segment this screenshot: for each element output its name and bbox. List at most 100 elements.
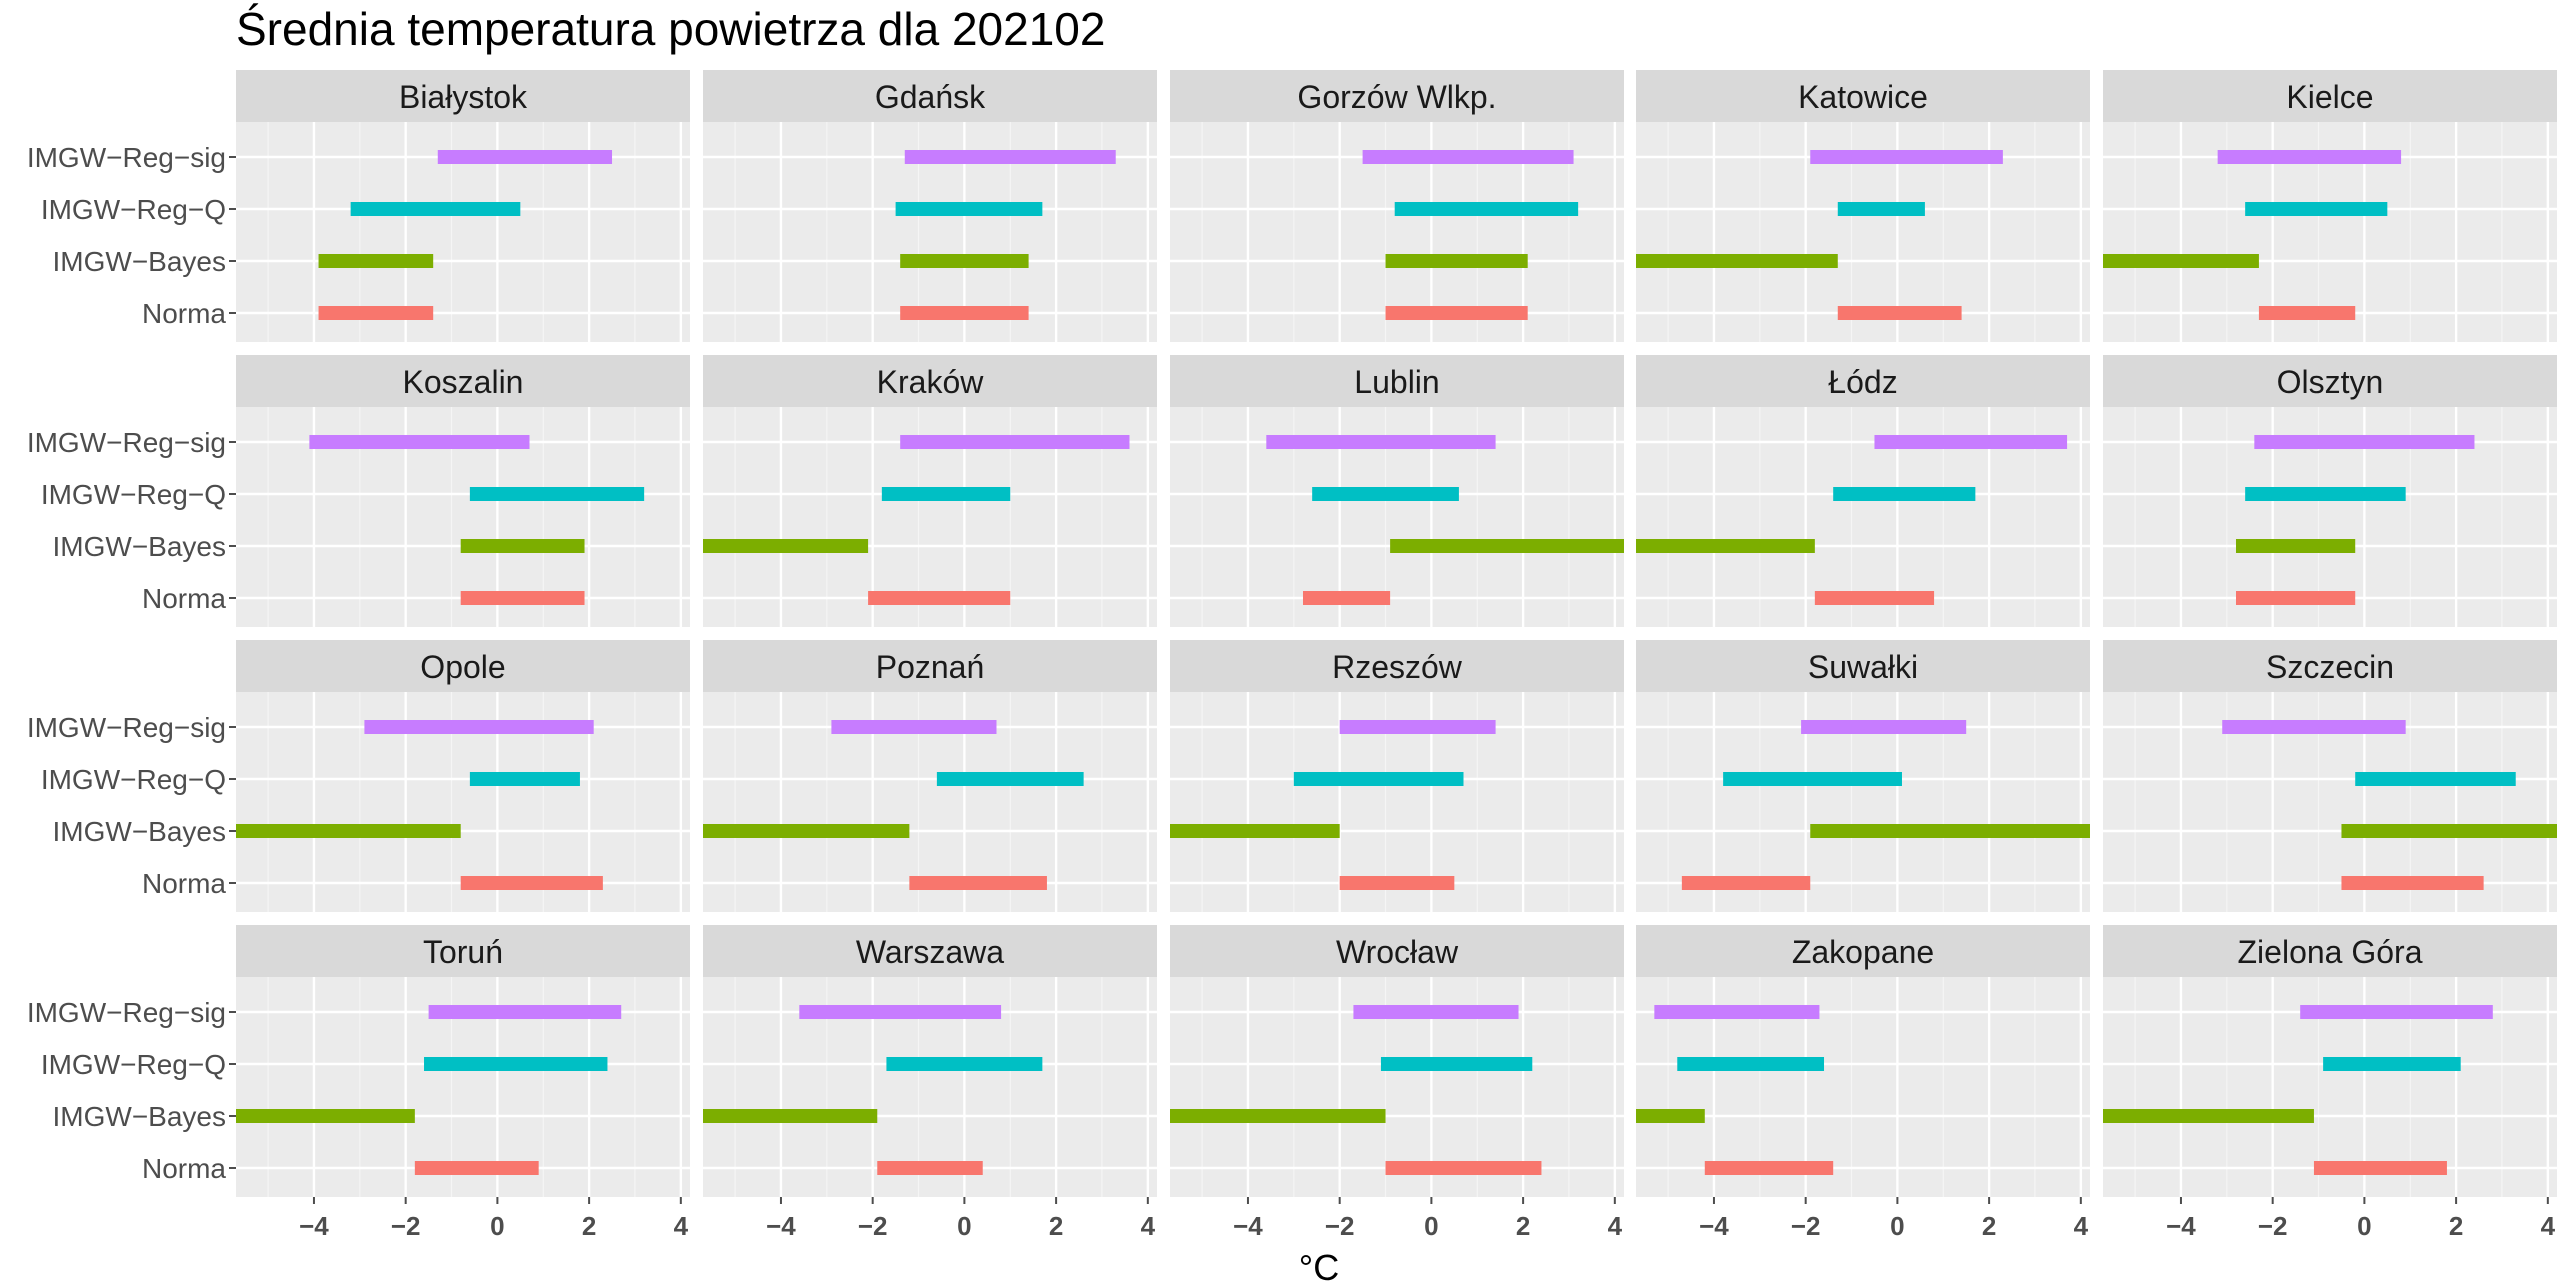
x-tick-label: 4	[1141, 1211, 1156, 1241]
x-tick-label: −2	[858, 1211, 888, 1241]
range-bar-zakopane-3	[1704, 1161, 1834, 1175]
range-bar-zielona-g-ra-3	[2313, 1161, 2447, 1175]
range-bar-gorz-w-wlkp--0	[1362, 150, 1574, 164]
y-tick-label: IMGW−Reg−Q	[41, 764, 226, 795]
x-tick-label: 2	[1049, 1211, 1063, 1241]
range-bar-opole-1	[469, 772, 580, 786]
x-tick-label: −4	[1699, 1211, 1729, 1241]
x-tick-label: 0	[490, 1211, 504, 1241]
range-bar-rzesz-w-3	[1339, 876, 1455, 890]
y-tick-label: IMGW−Reg−sig	[27, 142, 226, 173]
range-bar-olsztyn-3	[2235, 591, 2356, 605]
facet-label-gda-sk: Gdańsk	[875, 79, 986, 115]
facet-strip	[1170, 70, 1624, 122]
facet-strip	[703, 640, 1157, 692]
facet-label-krak-w: Kraków	[877, 364, 985, 400]
range-bar-warszawa-0	[799, 1005, 1002, 1019]
y-tick-label: Norma	[142, 868, 226, 899]
range-bar-katowice-2	[1636, 254, 1838, 268]
range-bar-lublin-2	[1390, 539, 1624, 553]
x-tick-label: −4	[1233, 1211, 1263, 1241]
range-bar-zielona-g-ra-2	[2103, 1109, 2314, 1123]
range-bar-zakopane-2	[1636, 1109, 1705, 1123]
facet-strip	[1636, 70, 2090, 122]
facet-strip	[703, 70, 1157, 122]
facet-strip	[2103, 925, 2557, 977]
range-bar-krak-w-0	[900, 435, 1130, 449]
range-bar-lublin-0	[1266, 435, 1496, 449]
range-bar-gorz-w-wlkp--1	[1394, 202, 1579, 216]
facet-strip	[236, 640, 690, 692]
range-bar-zakopane-1	[1677, 1057, 1825, 1071]
x-tick-label: 2	[2449, 1211, 2463, 1241]
range-bar-toru--0	[428, 1005, 622, 1019]
facet-label-toru-: Toruń	[423, 934, 503, 970]
range-bar-lublin-3	[1302, 591, 1391, 605]
facet-strip	[1170, 925, 1624, 977]
range-bar-rzesz-w-0	[1339, 720, 1496, 734]
range-bar-suwa-ki-0	[1801, 720, 1967, 734]
range-bar-olsztyn-2	[2235, 539, 2356, 553]
range-bar--dz-3	[1814, 591, 1935, 605]
facet-strip	[236, 70, 690, 122]
range-bar-szczecin-1	[2355, 772, 2516, 786]
facet-label-lublin: Lublin	[1354, 364, 1439, 400]
y-tick-label: IMGW−Bayes	[53, 1101, 226, 1132]
x-tick-label: 4	[674, 1211, 689, 1241]
range-bar--dz-0	[1874, 435, 2068, 449]
range-bar-katowice-3	[1837, 306, 1962, 320]
facet-strip	[1170, 640, 1624, 692]
facet-strip	[236, 355, 690, 407]
range-bar-katowice-0	[1810, 150, 2003, 164]
y-tick-label: Norma	[142, 1153, 226, 1184]
facet-label-opole: Opole	[420, 649, 505, 685]
facet-strip	[1636, 640, 2090, 692]
y-tick-label: IMGW−Reg−Q	[41, 1049, 226, 1080]
range-bar-zielona-g-ra-0	[2300, 1005, 2493, 1019]
range-bar-koszalin-1	[469, 487, 645, 501]
y-tick-label: IMGW−Reg−sig	[27, 712, 226, 743]
range-bar-gda-sk-2	[900, 254, 1029, 268]
x-tick-label: 4	[2074, 1211, 2089, 1241]
range-bar-pozna--0	[831, 720, 997, 734]
range-bar-bia-ystok-0	[437, 150, 613, 164]
x-tick-label: 0	[1424, 1211, 1438, 1241]
range-bar-suwa-ki-2	[1810, 824, 2090, 838]
range-bar-pozna--3	[909, 876, 1047, 890]
range-bar-bia-ystok-3	[318, 306, 434, 320]
range-bar-gda-sk-1	[895, 202, 1043, 216]
range-bar-suwa-ki-3	[1681, 876, 1811, 890]
facet-label-bia-ystok: Białystok	[399, 79, 528, 115]
y-tick-label: IMGW−Reg−sig	[27, 427, 226, 458]
range-bar-zakopane-0	[1654, 1005, 1820, 1019]
facet-label-pozna-: Poznań	[876, 649, 985, 685]
facet-label-zielona-g-ra: Zielona Góra	[2238, 934, 2423, 970]
x-tick-label: 0	[2357, 1211, 2371, 1241]
facet-label-warszawa: Warszawa	[856, 934, 1004, 970]
range-bar-opole-0	[364, 720, 594, 734]
x-tick-label: −2	[391, 1211, 421, 1241]
x-tick-label: 0	[957, 1211, 971, 1241]
facet-strip	[1636, 355, 2090, 407]
facet-label-katowice: Katowice	[1798, 79, 1928, 115]
facet-label-zakopane: Zakopane	[1792, 934, 1934, 970]
facet-label-wroc-aw: Wrocław	[1336, 934, 1459, 970]
range-bar-kielce-3	[2258, 306, 2356, 320]
facet-label--dz: Łódz	[1828, 364, 1897, 400]
range-bar-kielce-2	[2103, 254, 2259, 268]
range-bar-warszawa-2	[703, 1109, 878, 1123]
y-tick-label: IMGW−Reg−Q	[41, 194, 226, 225]
range-bar-koszalin-3	[460, 591, 585, 605]
range-bar-koszalin-0	[309, 435, 530, 449]
range-bar-szczecin-3	[2341, 876, 2484, 890]
x-tick-label: 2	[582, 1211, 596, 1241]
range-bar--dz-1	[1833, 487, 1976, 501]
range-bar-zielona-g-ra-1	[2323, 1057, 2461, 1071]
range-bar-krak-w-2	[703, 539, 869, 553]
facet-label-gorz-w-wlkp-: Gorzów Wlkp.	[1297, 79, 1496, 115]
range-bar-szczecin-2	[2341, 824, 2557, 838]
x-tick-label: −2	[2258, 1211, 2288, 1241]
x-tick-label: 2	[1982, 1211, 1996, 1241]
range-bar-pozna--1	[936, 772, 1084, 786]
